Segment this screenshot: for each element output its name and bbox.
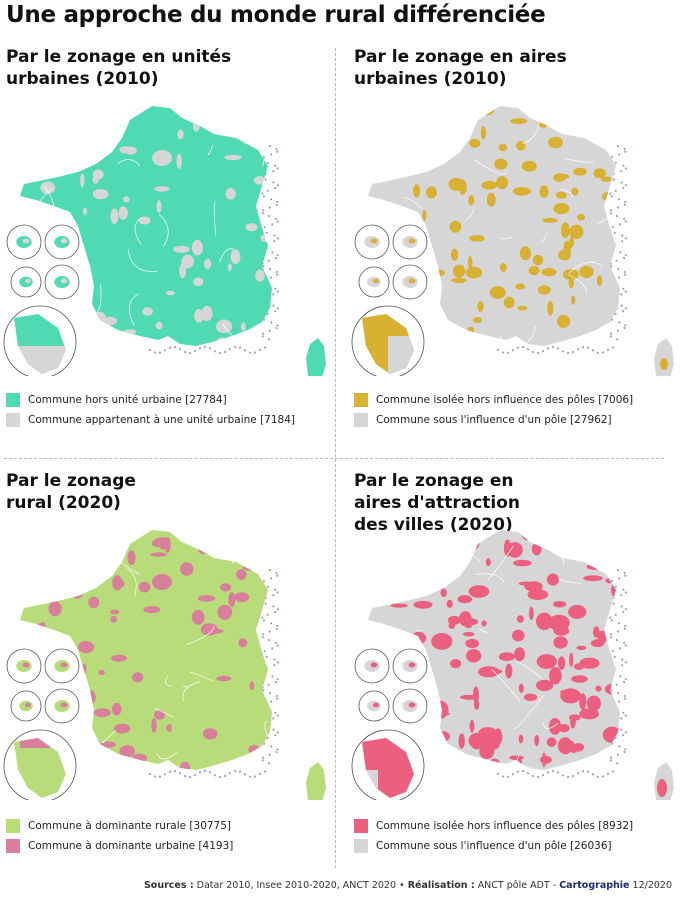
map-france — [3, 106, 326, 376]
legend-swatch — [354, 839, 368, 853]
legend: Commune hors unité urbaine [27784] Commu… — [6, 390, 295, 430]
realisation-label: Réalisation : — [407, 880, 475, 891]
legend: Commune à dominante rurale [30775] Commu… — [6, 816, 233, 856]
corsica — [306, 338, 326, 376]
legend-label: Commune à dominante rurale [30775] — [28, 820, 232, 832]
sources-label: Sources : — [143, 880, 194, 891]
footer-credits: Sources : Datar 2010, Insee 2010-2020, A… — [144, 880, 672, 891]
legend-label: Commune à dominante urbaine [4193] — [28, 840, 234, 852]
corsica — [654, 338, 674, 376]
cartographie-label: Cartographie — [559, 880, 630, 891]
legend: Commune isolée hors influence des pôles … — [354, 390, 633, 430]
legend-swatch — [354, 413, 368, 427]
realisation-text: ANCT pôle ADT - — [477, 880, 557, 891]
legend-swatch — [6, 393, 20, 407]
legend-label: Commune sous l'influence d'un pôle [2796… — [376, 414, 612, 426]
legend-label: Commune sous l'influence d'un pôle [2603… — [376, 840, 612, 852]
legend-item: Commune à dominante rurale [30775] — [6, 816, 233, 836]
separator: • — [399, 880, 405, 891]
legend-swatch — [6, 819, 20, 833]
map-france — [3, 530, 326, 800]
legend-swatch — [6, 413, 20, 427]
legend-label: Commune isolée hors influence des pôles … — [376, 820, 634, 832]
mainland-france — [20, 106, 272, 346]
map-france — [351, 530, 674, 800]
overseas-insets — [3, 224, 80, 376]
corsica — [306, 762, 326, 800]
panel-title: Par le zonage en aires urbaines (2010) — [354, 47, 567, 89]
panel-title: Par le zonage rural (2020) — [6, 471, 136, 513]
legend-item: Commune sous l'influence d'un pôle [2603… — [354, 836, 633, 856]
legend-label: Commune hors unité urbaine [27784] — [28, 394, 227, 406]
date: 12/2020 — [632, 880, 672, 891]
legend-item: Commune isolée hors influence des pôles … — [354, 390, 633, 410]
legend-item: Commune sous l'influence d'un pôle [2796… — [354, 410, 633, 430]
legend: Commune isolée hors influence des pôles … — [354, 816, 633, 856]
map-france — [351, 106, 674, 376]
overseas-insets — [351, 224, 428, 376]
panel-aires-urbaines: Par le zonage en aires urbaines (2010) C… — [348, 46, 678, 456]
legend-swatch — [6, 839, 20, 853]
sources-text: Datar 2010, Insee 2010-2020, ANCT 2020 — [196, 880, 397, 891]
legend-label: Commune appartenant à une unité urbaine … — [28, 414, 295, 426]
legend-swatch — [354, 393, 368, 407]
legend-item: Commune appartenant à une unité urbaine … — [6, 410, 295, 430]
overseas-insets — [351, 648, 428, 800]
legend-item: Commune à dominante urbaine [4193] — [6, 836, 233, 856]
overseas-insets — [3, 648, 80, 800]
legend-swatch — [354, 819, 368, 833]
legend-item: Commune hors unité urbaine [27784] — [6, 390, 295, 410]
mainland-france — [20, 530, 272, 770]
legend-item: Commune isolée hors influence des pôles … — [354, 816, 633, 836]
mainland-france — [368, 530, 620, 770]
panel-zonage-rural: Par le zonage rural (2020) Commune à dom… — [0, 470, 330, 880]
horizontal-divider — [4, 458, 664, 459]
legend-label: Commune isolée hors influence des pôles … — [376, 394, 634, 406]
mainland-france — [368, 106, 620, 346]
main-title: Une approche du monde rural différenciée — [6, 2, 546, 28]
panel-title: Par le zonage en aires d'attraction des … — [354, 471, 521, 535]
panel-aires-attraction: Par le zonage en aires d'attraction des … — [348, 470, 678, 880]
panel-title: Par le zonage en unités urbaines (2010) — [6, 47, 232, 89]
panel-unites-urbaines: Par le zonage en unités urbaines (2010) … — [0, 46, 330, 456]
